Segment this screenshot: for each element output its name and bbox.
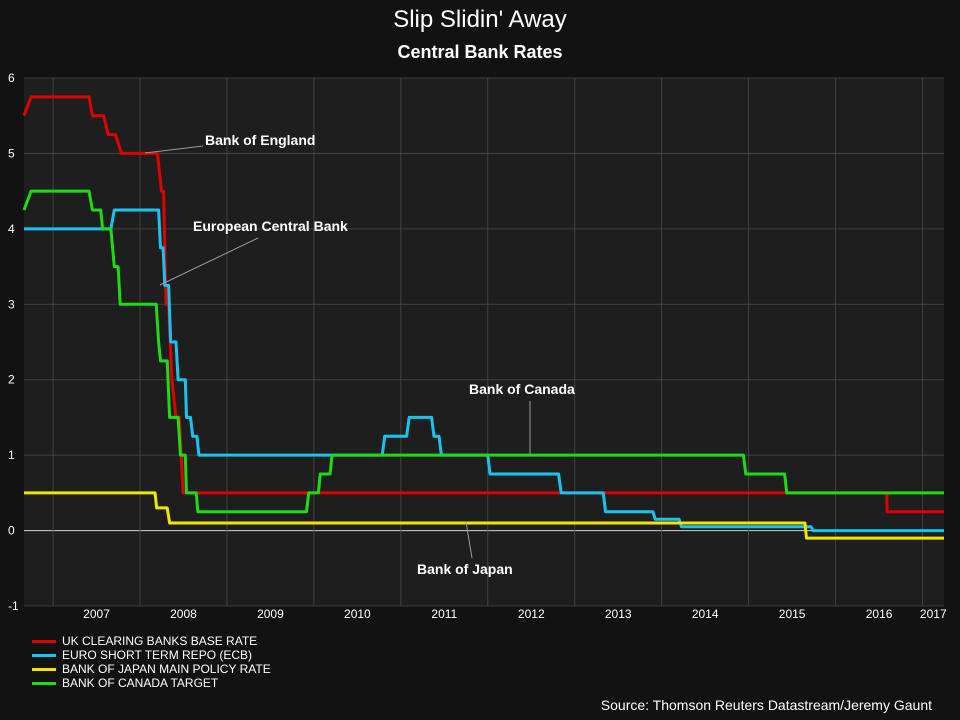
y-tick-label: 0: [8, 524, 15, 538]
legend-item: EURO SHORT TERM REPO (ECB): [32, 648, 271, 662]
series-line: [24, 208, 944, 533]
x-tick-label: 2015: [779, 607, 806, 621]
annotation-leader-line: [144, 145, 204, 154]
series-line: [22, 95, 944, 514]
y-tick-label: 4: [8, 222, 15, 236]
legend-swatch: [32, 681, 56, 685]
annotation-leader-line: [465, 521, 473, 559]
x-tick-label: 2008: [170, 607, 197, 621]
legend-swatch: [32, 639, 56, 643]
chart-legend: UK CLEARING BANKS BASE RATE EURO SHORT TE…: [32, 634, 271, 690]
x-tick-label: 2011: [431, 607, 457, 621]
legend-swatch: [32, 667, 56, 671]
x-tick-label: 2017: [920, 607, 947, 621]
y-tick-label: 6: [8, 71, 15, 85]
legend-label: EURO SHORT TERM REPO (ECB): [62, 648, 253, 662]
x-tick-label: 2013: [605, 607, 632, 621]
annotation-label: Bank of Japan: [417, 561, 513, 577]
x-tick-label: 2014: [692, 607, 719, 621]
legend-item: UK CLEARING BANKS BASE RATE: [32, 634, 271, 648]
y-tick-label: -1: [8, 599, 19, 613]
chart-title: Slip Slidin' Away: [393, 6, 567, 33]
annotation-label: Bank of Canada: [469, 381, 575, 397]
y-tick-label: 3: [8, 297, 15, 311]
legend-swatch: [32, 653, 56, 657]
legend-item: BANK OF CANADA TARGET: [32, 676, 271, 690]
x-tick-label: 2009: [257, 607, 284, 621]
legend-label: BANK OF CANADA TARGET: [62, 676, 219, 690]
x-tick-label: 2007: [83, 607, 110, 621]
y-tick-label: 2: [8, 373, 15, 387]
legend-item: BANK OF JAPAN MAIN POLICY RATE: [32, 662, 271, 676]
y-tick-label: 5: [8, 146, 15, 160]
annotation-leader-line: [159, 237, 259, 286]
legend-label: UK CLEARING BANKS BASE RATE: [62, 634, 258, 648]
x-tick-label: 2010: [344, 607, 371, 621]
series-line: [22, 189, 944, 514]
source-note: Source: Thomson Reuters Datastream/Jerem…: [600, 697, 932, 713]
chart-subtitle: Central Bank Rates: [397, 42, 563, 62]
annotation-label: European Central Bank: [193, 218, 348, 234]
legend-label: BANK OF JAPAN MAIN POLICY RATE: [62, 662, 271, 676]
x-tick-label: 2016: [866, 607, 893, 621]
x-tick-label: 2012: [518, 607, 545, 621]
y-tick-label: 1: [8, 448, 15, 462]
annotation-label: Bank of England: [205, 132, 315, 148]
series-line: [24, 491, 944, 540]
